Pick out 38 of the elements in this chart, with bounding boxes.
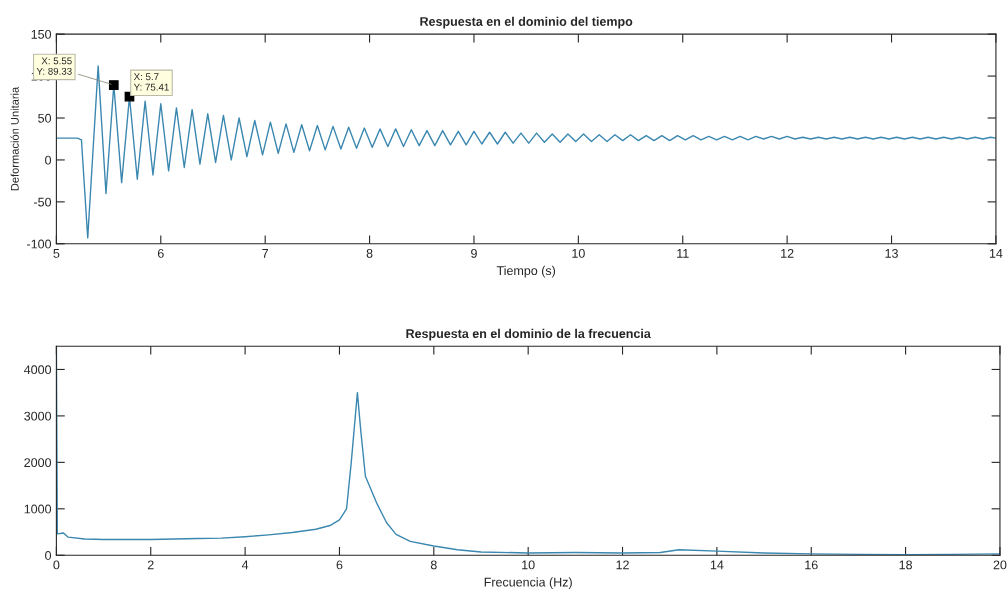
x-tick-label: 12 bbox=[781, 248, 794, 258]
x-tick-label: 9 bbox=[471, 248, 477, 258]
chart-title: Respuesta en el dominio del tiempo bbox=[420, 16, 633, 29]
x-tick-label: 0 bbox=[53, 560, 60, 570]
x-axis-title: Frecuencia (Hz) bbox=[484, 577, 572, 589]
y-tick-label: 2000 bbox=[24, 458, 52, 468]
x-tick-label: 6 bbox=[157, 248, 164, 258]
y-tick-label: 50 bbox=[38, 113, 52, 123]
x-tick-label: 4 bbox=[241, 560, 249, 570]
chart-title: Respuesta en el dominio de la frecuencia bbox=[406, 328, 651, 341]
x-tick-label: 7 bbox=[262, 249, 269, 258]
y-tick-label: -50 bbox=[34, 197, 52, 207]
x-tick-label: 14 bbox=[710, 560, 724, 570]
x-tick-label: 8 bbox=[366, 248, 373, 258]
x-tick-label: 2 bbox=[147, 560, 154, 570]
y-tick-label: 150 bbox=[31, 29, 52, 39]
x-tick-label: 10 bbox=[572, 248, 585, 258]
y-tick-label: 0 bbox=[45, 155, 52, 165]
y-tick-label: 4000 bbox=[24, 365, 52, 375]
x-tick-label: 14 bbox=[989, 249, 1003, 258]
x-tick-label: 11 bbox=[677, 249, 689, 258]
x-tick-label: 6 bbox=[336, 560, 343, 570]
y-axis-title: Deformación Unitaria bbox=[10, 86, 19, 191]
x-tick-label: 16 bbox=[805, 560, 818, 570]
annotation: X: 5.7 Y: 75.41 bbox=[133, 73, 169, 91]
x-tick-label: 10 bbox=[522, 560, 535, 570]
y-tick-label: 0 bbox=[45, 551, 52, 560]
y-tick-label: -100 bbox=[27, 239, 52, 249]
x-axis-title: Tiempo (s) bbox=[496, 265, 556, 278]
x-tick-label: 13 bbox=[885, 248, 898, 258]
x-tick-label: 20 bbox=[993, 560, 1007, 570]
x-tick-label: 12 bbox=[616, 560, 629, 570]
annotation: X: 5.55 Y: 89.33 bbox=[36, 57, 72, 75]
y-tick-label: 1000 bbox=[24, 504, 52, 514]
x-tick-label: 5 bbox=[53, 249, 60, 258]
x-tick-label: 18 bbox=[899, 560, 912, 570]
x-tick-label: 8 bbox=[430, 560, 437, 570]
y-tick-label: 3000 bbox=[24, 411, 52, 421]
